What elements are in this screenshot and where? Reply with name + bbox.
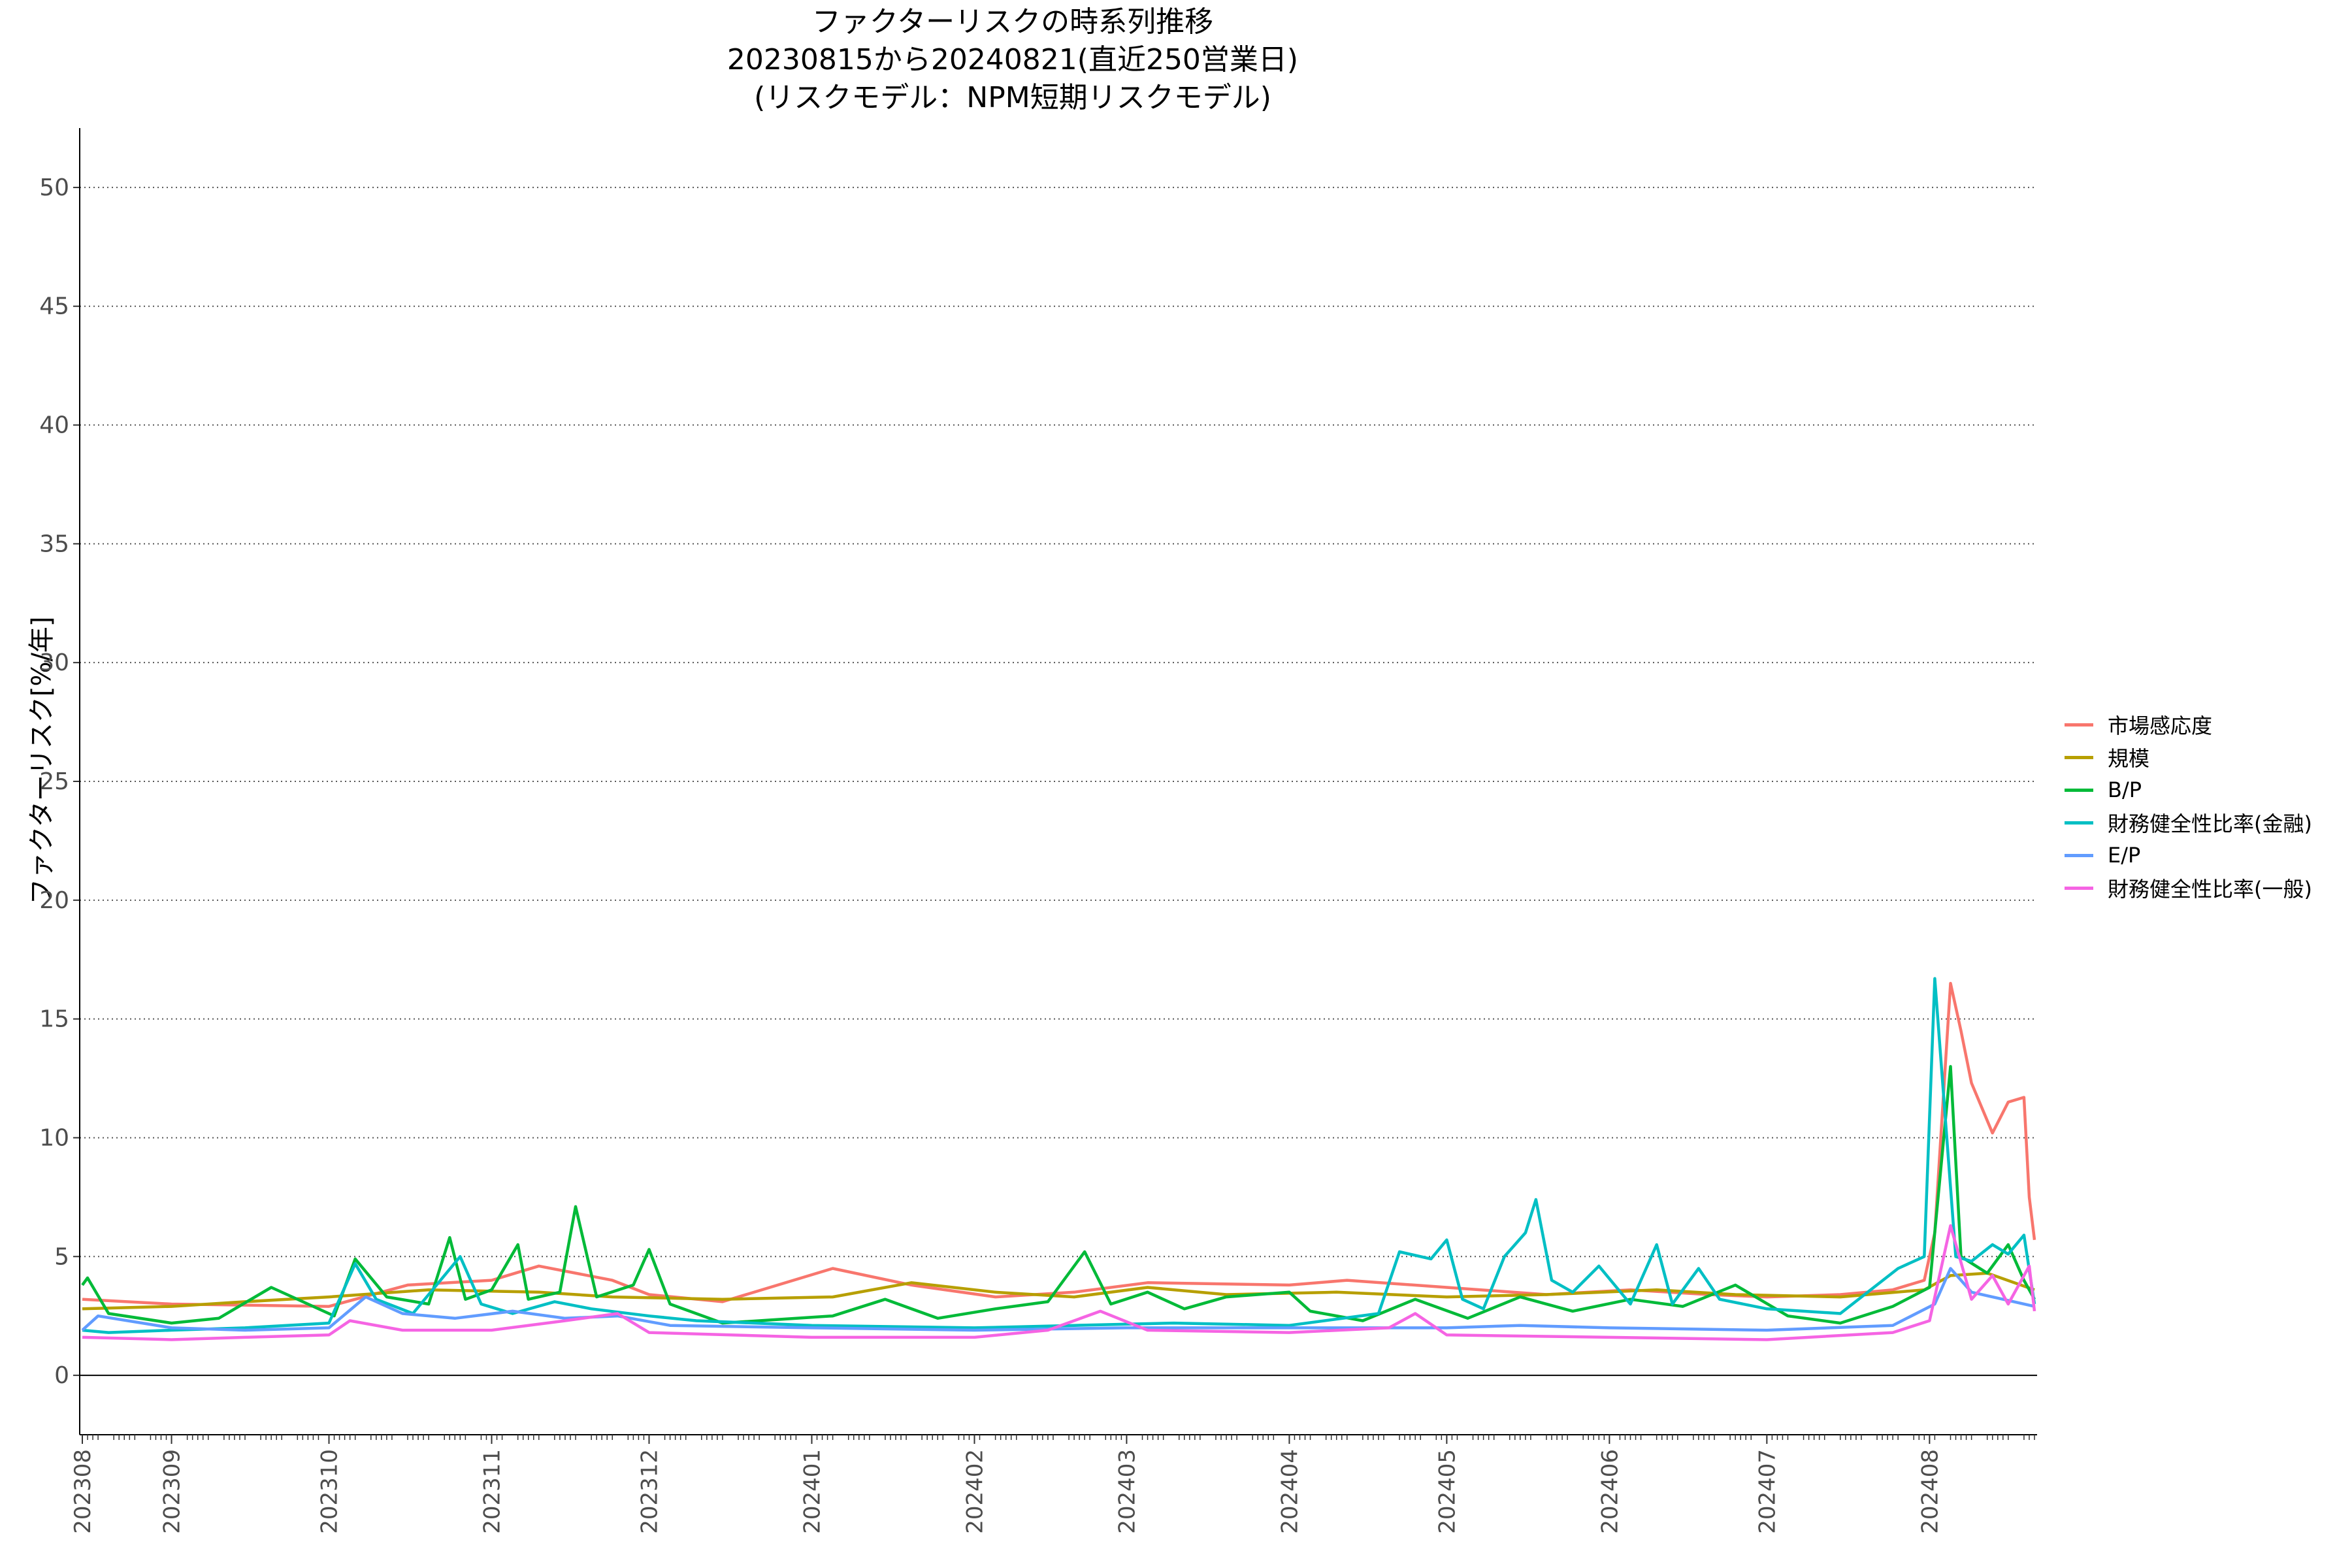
series-line-6 [82,1224,2036,1341]
tick-label-y: 10 [39,1124,69,1151]
tick-label-y: 40 [39,412,69,439]
tick-label-x: 202404 [1277,1449,1303,1534]
tick-label-x: 202312 [636,1449,662,1534]
tick-label-x: 202407 [1754,1449,1780,1534]
series-line-1 [82,981,2036,1308]
tick-label-y: 50 [39,174,69,201]
tick-label-x: 202311 [480,1449,506,1534]
legend-item: 規模 [2065,741,2312,774]
legend-swatch [2065,723,2093,727]
tick-label-y: 25 [39,768,69,795]
tick-label-y: 30 [39,649,69,676]
tick-label-y: 5 [54,1243,69,1270]
tick-label-y: 20 [39,887,69,914]
legend: 市場感応度規模 B/P 財務健全性比率(金融) E/P 財務健全性比率(一般) [2065,708,2312,904]
legend-label: 市場感応度 [2108,713,2213,738]
series-line-5 [81,1267,2035,1332]
chart-title-line-2: 20230815から20240821(直近250営業日) [727,43,1299,76]
legend-item: 財務健全性比率(金融) [2065,806,2312,839]
tick-label-y: 15 [39,1006,69,1033]
legend-item: E/P [2065,839,2312,872]
tick-label-x: 202402 [962,1449,988,1534]
tick-label-y: 35 [39,531,69,557]
legend-label: 財務健全性比率(金融) [2108,811,2312,836]
legend-label: 規模 [2108,746,2150,771]
legend-item: 市場感応度 [2065,708,2312,741]
chart-title-line-1: ファクターリスクの時系列推移 [811,5,1214,39]
tick-label-x: 202310 [317,1449,343,1534]
tick-label-x: 202405 [1434,1449,1460,1534]
legend-label: E/P [2108,843,2141,868]
legend-swatch [2065,886,2093,890]
legend-swatch [2065,853,2093,857]
tick-label-y: 45 [39,293,69,320]
tick-label-x: 202406 [1597,1449,1623,1534]
legend-swatch [2065,821,2093,825]
legend-swatch [2065,788,2093,792]
tick-label-y: 0 [54,1362,69,1389]
legend-label: B/P [2108,777,2142,802]
tick-label-x: 202401 [799,1449,825,1534]
tick-label-x: 202309 [159,1449,186,1534]
series-line-3 [81,1065,2036,1325]
chart-title-line-3: (リスクモデル：NPM短期リスクモデル) [754,81,1271,114]
series-line-4 [82,977,2036,1334]
legend-item: B/P [2065,774,2312,806]
legend-label: 財務健全性比率(一般) [2108,877,2312,902]
series-line-2 [82,1271,2035,1311]
tick-label-x: 202403 [1114,1449,1140,1534]
tick-label-x: 202308 [70,1449,96,1534]
legend-item: 財務健全性比率(一般) [2065,872,2312,904]
tick-label-x: 202408 [1917,1449,1943,1534]
legend-swatch [2065,755,2093,759]
